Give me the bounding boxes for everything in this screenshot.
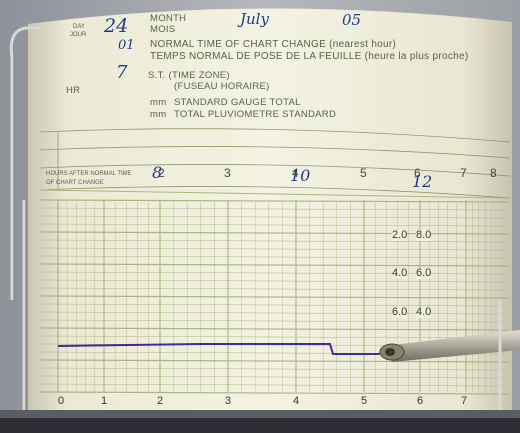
scale-label-right: 8.0 (416, 229, 432, 241)
chart-grid (39, 189, 509, 395)
mm-label-1: mm (150, 97, 167, 108)
chart-change-label: OF CHART CHANGE (46, 180, 104, 186)
grid-horizontal-line (39, 295, 509, 299)
grid-horizontal-line (39, 391, 509, 395)
scale-label-left: 6.0 (392, 306, 408, 318)
grid-horizontal-line (39, 303, 509, 307)
month-value: July (240, 10, 269, 28)
normal-time-label: NORMAL TIME OF CHART CHANGE (nearest hou… (150, 39, 397, 50)
hr-label: HR (66, 85, 81, 96)
month-label: MONTH (150, 13, 187, 24)
grid-horizontal-line (39, 375, 509, 379)
grid-horizontal-line (39, 367, 509, 371)
total-pluvio-label: TOTAL PLUVIOMETRE STANDARD (174, 109, 337, 120)
day-value: 24 (104, 15, 129, 37)
mois-label: MOIS (150, 24, 176, 35)
handwritten-hour-mark: 8 (152, 163, 163, 182)
scale-label-right: 6.0 (416, 267, 432, 279)
time-zone-value: 7 (116, 62, 128, 83)
day-label: DAY (73, 24, 85, 30)
scale-label-left: 2.0 (392, 229, 408, 241)
top-hour-tick-label: 6 (414, 166, 421, 180)
wire-frame (9, 26, 502, 420)
top-hour-tick-label: 8 (490, 166, 497, 180)
bottom-hour-tick-label: 6 (417, 395, 424, 407)
grid-horizontal-line (39, 215, 509, 219)
grid-horizontal-line (39, 279, 509, 283)
st-time-zone-label: S.T. (TIME ZONE) (148, 70, 230, 81)
top-hour-tick-label: 5 (360, 166, 367, 180)
top-hour-tick-label: 3 (224, 166, 231, 180)
handwritten-hour-mark: 12 (412, 172, 433, 191)
grid-horizontal-line (39, 383, 509, 387)
grid-horizontal-line (39, 319, 509, 323)
scale-label-left: 4.0 (392, 267, 408, 279)
grid-horizontal-line (39, 207, 509, 211)
fuseau-label: (FUSEAU HORAIRE) (174, 81, 270, 92)
grid-horizontal-line (39, 327, 509, 331)
grid-horizontal-line (39, 247, 509, 251)
grid-horizontal-line (39, 239, 509, 243)
pen-arm (379, 330, 520, 362)
rainfall-trace-line (57, 343, 393, 355)
grid-horizontal-line (39, 359, 509, 363)
grid-horizontal-line (39, 255, 509, 259)
grid-top-border (39, 189, 509, 199)
bottom-hour-tick-label: 7 (461, 395, 468, 407)
chart-change-hour-value: 01 (118, 38, 135, 53)
temps-normal-label: TEMPS NORMAL DE POSE DE LA FEUILLE (heur… (150, 51, 469, 62)
bottom-hour-tick-label: 5 (361, 395, 368, 407)
grid-horizontal-line (39, 263, 509, 267)
year-value: 05 (342, 11, 362, 29)
top-hour-tick-label: 4 (292, 166, 299, 180)
bottom-hour-tick-label: 1 (101, 395, 108, 407)
bottom-hour-tick-label: 3 (225, 395, 232, 407)
grid-horizontal-line (39, 335, 509, 339)
bottom-hour-tick-label: 4 (293, 395, 300, 407)
scale-label-right: 4.0 (416, 306, 432, 318)
grid-horizontal-line (39, 199, 509, 203)
handwritten-hour-mark: 10 (290, 166, 311, 185)
bottom-hour-tick-label: 0 (58, 395, 65, 407)
top-hour-tick-label: 2 (158, 166, 165, 180)
mm-label-2: mm (150, 109, 167, 120)
hours-after-label: HOURS AFTER NORMAL TIME (46, 171, 132, 177)
top-hour-tick-label: 7 (460, 166, 467, 180)
form-table (39, 128, 511, 199)
grid-horizontal-line (39, 287, 509, 291)
standard-gauge-label: STANDARD GAUGE TOTAL (174, 97, 301, 108)
grid-horizontal-line (39, 223, 509, 227)
bottom-hour-tick-label: 2 (157, 395, 164, 407)
jour-label: JOUR (70, 32, 87, 38)
